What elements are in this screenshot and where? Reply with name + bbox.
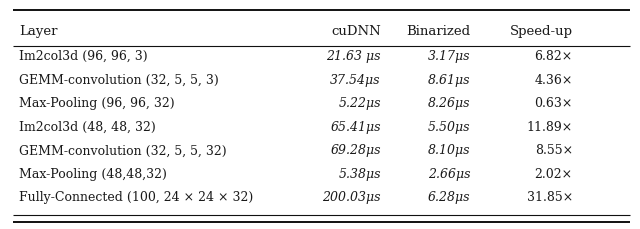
Text: Im2col3d (48, 48, 32): Im2col3d (48, 48, 32) — [19, 121, 156, 134]
Text: 2.66μs: 2.66μs — [428, 168, 470, 181]
Text: Max-Pooling (48,48,32): Max-Pooling (48,48,32) — [19, 168, 167, 181]
Text: 3.17μs: 3.17μs — [428, 50, 470, 63]
Text: Layer: Layer — [19, 25, 58, 38]
Text: Speed-up: Speed-up — [510, 25, 573, 38]
Text: 8.26μs: 8.26μs — [428, 97, 470, 110]
Text: 5.38μs: 5.38μs — [339, 168, 381, 181]
Text: 5.50μs: 5.50μs — [428, 121, 470, 134]
Text: 37.54μs: 37.54μs — [330, 74, 381, 87]
Text: 11.89×: 11.89× — [527, 121, 573, 134]
Text: Im2col3d (96, 96, 3): Im2col3d (96, 96, 3) — [19, 50, 148, 63]
Text: 8.55×: 8.55× — [534, 144, 573, 157]
Text: 4.36×: 4.36× — [534, 74, 573, 87]
Text: Binarized: Binarized — [406, 25, 470, 38]
Text: Max-Pooling (96, 96, 32): Max-Pooling (96, 96, 32) — [19, 97, 175, 110]
Text: 31.85×: 31.85× — [527, 191, 573, 204]
Text: Fully-Connected (100, 24 × 24 × 32): Fully-Connected (100, 24 × 24 × 32) — [19, 191, 253, 204]
Text: 0.63×: 0.63× — [534, 97, 573, 110]
Text: 21.63 μs: 21.63 μs — [326, 50, 381, 63]
Text: 8.61μs: 8.61μs — [428, 74, 470, 87]
Text: cuDNN: cuDNN — [331, 25, 381, 38]
Text: 6.28μs: 6.28μs — [428, 191, 470, 204]
Text: 65.41μs: 65.41μs — [330, 121, 381, 134]
Text: 2.02×: 2.02× — [534, 168, 573, 181]
Text: 200.03μs: 200.03μs — [323, 191, 381, 204]
Text: 6.82×: 6.82× — [534, 50, 573, 63]
Text: GEMM-convolution (32, 5, 5, 32): GEMM-convolution (32, 5, 5, 32) — [19, 144, 227, 157]
Text: 8.10μs: 8.10μs — [428, 144, 470, 157]
Text: 5.22μs: 5.22μs — [339, 97, 381, 110]
Text: 69.28μs: 69.28μs — [330, 144, 381, 157]
Text: GEMM-convolution (32, 5, 5, 3): GEMM-convolution (32, 5, 5, 3) — [19, 74, 219, 87]
